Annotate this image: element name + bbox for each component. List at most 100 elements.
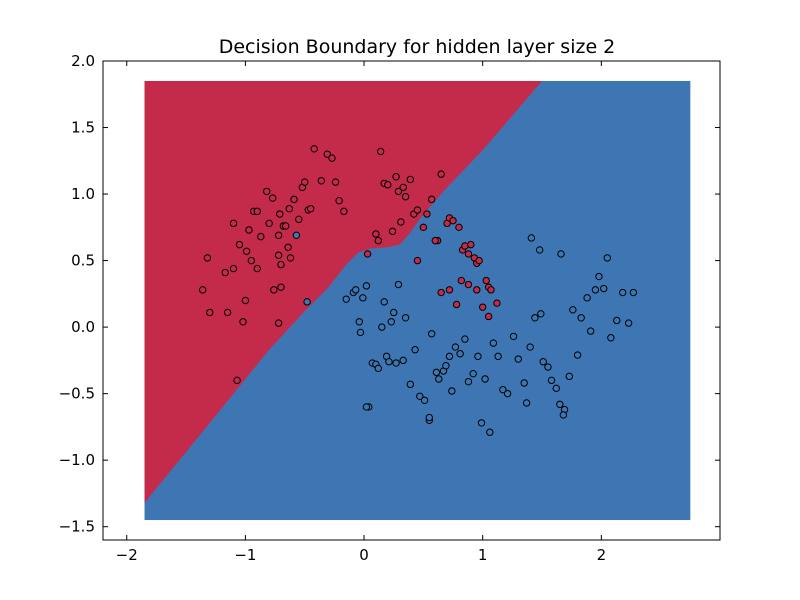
data-point-class-0 [363,250,372,258]
data-point-class-1 [401,314,410,322]
x-tick-label: 2 [597,546,607,564]
data-point-class-1 [531,314,539,322]
data-point-class-1 [432,368,441,377]
data-point-class-0 [306,204,315,213]
data-point-class-1 [456,350,464,358]
data-point-class-1 [586,327,595,335]
data-point-class-0 [284,243,292,251]
data-point-class-1 [527,234,536,242]
data-point-class-0 [473,286,481,294]
data-point-class-1 [526,343,534,351]
data-point-class-1 [573,351,582,359]
data-point-class-1 [352,286,360,294]
data-point-class-1 [499,385,507,394]
data-point-class-1 [486,428,494,436]
data-point-class-1 [514,355,522,363]
data-point-class-1 [494,352,502,361]
data-point-class-1 [603,254,611,262]
data-point-class-1 [565,372,574,381]
data-point-class-0 [253,264,261,273]
data-point-class-1 [544,363,552,371]
data-point-class-1 [387,318,396,326]
data-point-class-0 [482,276,490,285]
data-point-class-1 [427,330,436,338]
y-tick-label: 1.5 [71,119,95,137]
data-point-class-1 [292,231,301,240]
data-point-class-0 [282,222,290,230]
decision-regions [144,80,691,521]
data-point-class-0 [384,181,392,189]
data-point-class-1 [489,339,498,347]
y-tick-label: 0.0 [71,318,95,336]
y-tick-label: −1.0 [59,451,95,469]
data-point-class-0 [229,264,238,273]
x-tick-label: −2 [116,546,138,564]
data-point-class-1 [362,403,371,411]
data-points [198,145,638,436]
data-point-class-0 [274,231,283,240]
data-point-class-0 [268,194,277,202]
data-point-class-1 [362,282,371,290]
data-point-class-0 [235,240,244,249]
data-point-class-0 [461,242,469,250]
data-point-class-1 [595,272,603,281]
data-point-class-0 [335,197,343,205]
data-point-class-0 [277,260,285,269]
data-point-class-0 [277,283,285,291]
data-point-class-0 [455,223,463,232]
data-point-class-0 [323,150,331,158]
data-point-class-0 [406,175,415,184]
data-point-class-0 [437,170,445,178]
data-point-class-0 [401,193,410,201]
data-point-class-0 [274,251,283,259]
data-point-class-0 [464,250,473,258]
data-point-class-0 [301,178,309,186]
data-point-class-1 [445,352,454,361]
data-point-class-1 [577,314,585,322]
data-point-class-1 [629,288,638,297]
data-point-class-1 [435,375,443,383]
data-point-class-0 [445,286,454,294]
data-point-class-1 [469,369,477,378]
data-point-class-0 [257,232,265,241]
data-point-class-1 [552,384,560,393]
data-point-class-1 [522,399,531,407]
data-point-class-0 [374,236,382,245]
data-point-class-1 [374,364,382,373]
data-point-class-0 [274,319,283,327]
data-point-class-1 [559,411,568,419]
data-point-class-0 [203,254,212,262]
data-point-class-0 [233,376,241,385]
data-point-class-1 [619,288,627,297]
data-point-class-0 [242,247,251,255]
data-point-class-1 [481,375,489,383]
data-point-class-1 [406,380,415,389]
data-point-class-1 [607,334,615,342]
data-point-class-0 [397,218,405,226]
data-point-class-0 [331,178,340,186]
data-point-class-1 [442,361,450,370]
data-point-class-1 [303,298,311,306]
plot-frame [102,60,721,541]
data-point-class-1 [425,413,433,422]
data-point-class-0 [372,230,380,238]
data-point-class-0 [223,308,232,317]
data-point-class-0 [253,207,261,216]
data-point-class-1 [394,280,403,289]
data-point-class-1 [474,352,482,361]
data-point-class-0 [464,280,473,289]
data-point-class-0 [286,254,295,262]
data-point-class-0 [427,195,436,204]
region-class-0 [144,80,543,503]
data-point-class-1 [380,298,388,306]
data-point-class-0 [265,219,273,228]
data-point-class-1 [385,358,393,366]
data-point-class-0 [310,145,318,153]
data-point-class-1 [509,332,518,341]
data-point-class-0 [457,276,466,285]
data-point-class-0 [392,173,400,181]
data-point-class-1 [477,419,486,427]
data-point-class-0 [295,215,303,224]
data-point-class-0 [221,268,229,277]
